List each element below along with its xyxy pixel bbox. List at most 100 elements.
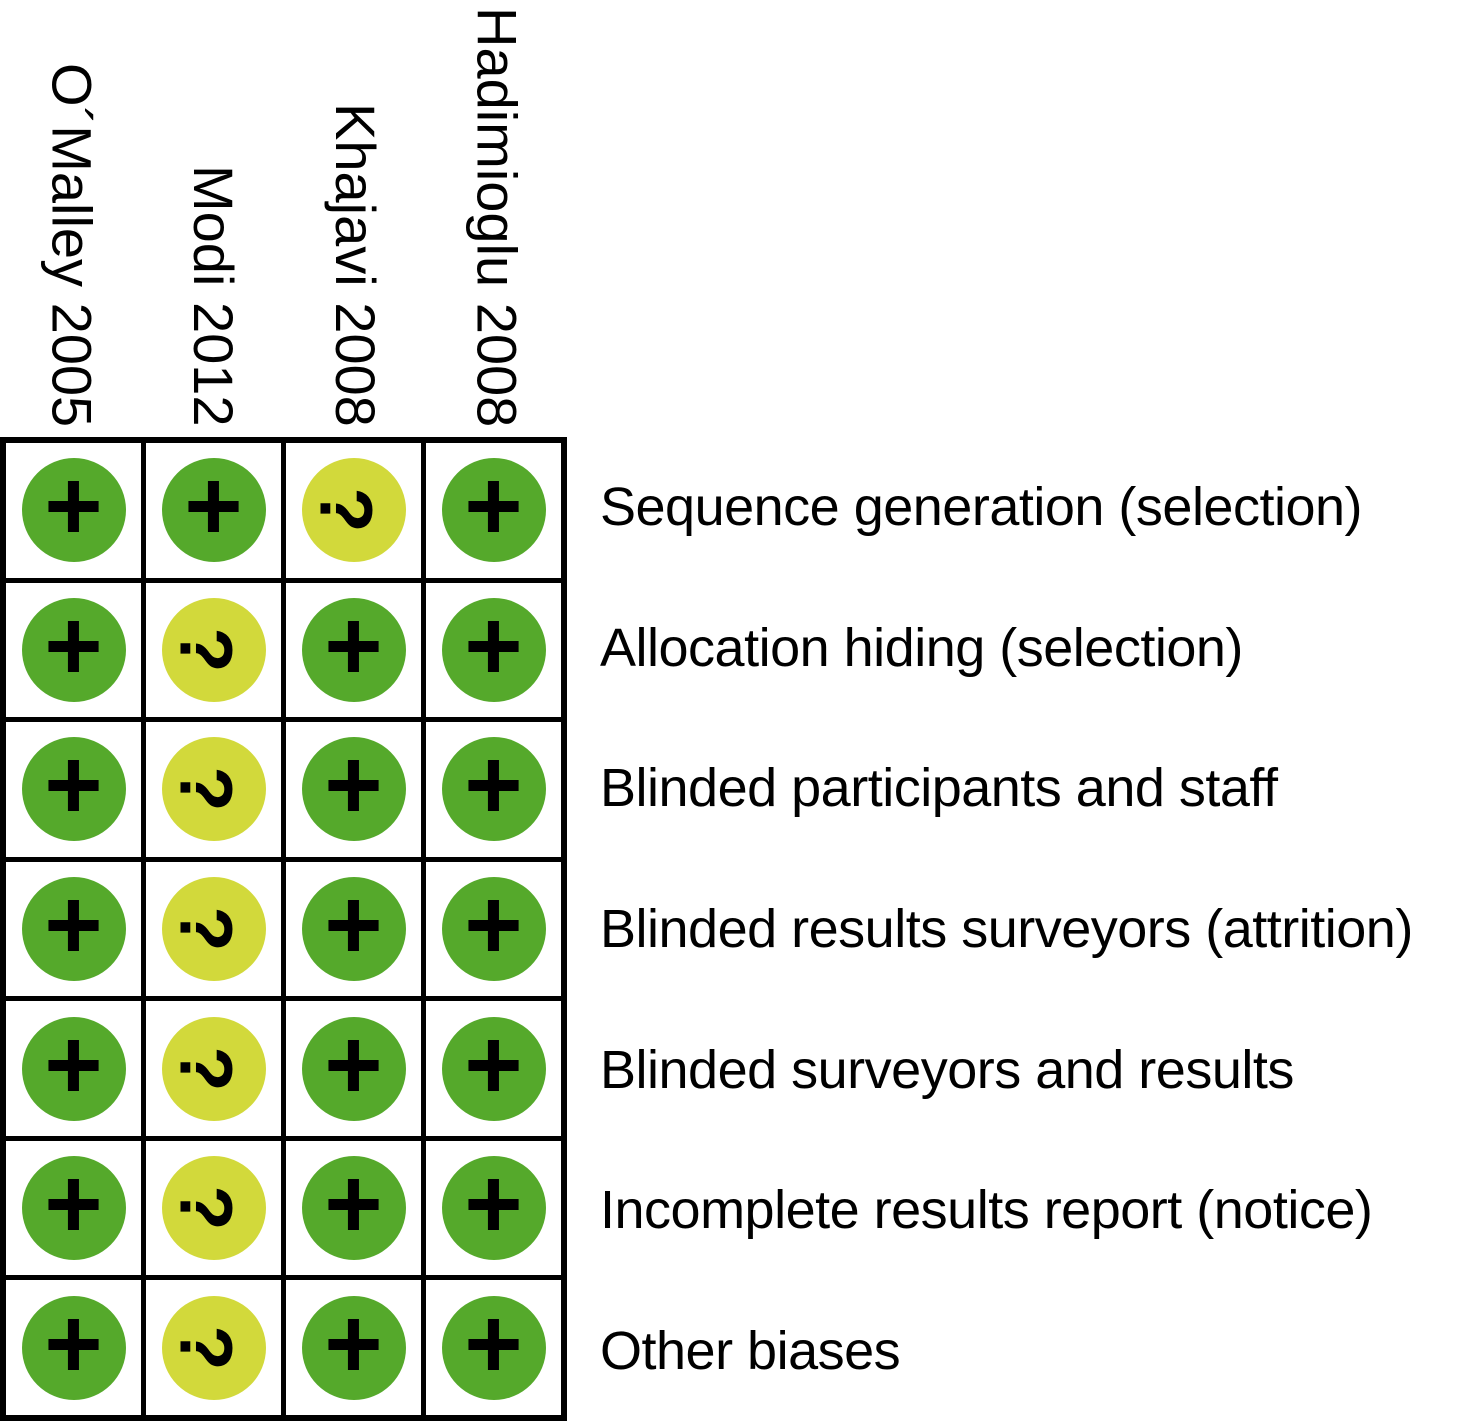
plus-icon: + bbox=[324, 729, 383, 842]
low-risk-circle: + bbox=[21, 1148, 126, 1261]
low-risk-circle: + bbox=[301, 1008, 406, 1121]
plus-icon: + bbox=[44, 868, 103, 981]
rob-cell-r4c3: + bbox=[286, 861, 421, 997]
low-risk-circle: + bbox=[21, 589, 126, 702]
low-risk-circle: + bbox=[21, 1008, 126, 1121]
low-risk-circle: + bbox=[21, 1287, 126, 1400]
rob-cell-r6c2: ? bbox=[146, 1140, 281, 1276]
low-risk-circle: + bbox=[441, 589, 546, 702]
low-risk-circle: + bbox=[21, 450, 126, 563]
low-risk-circle: + bbox=[441, 868, 546, 981]
rob-cell-r5c1: + bbox=[6, 1001, 141, 1136]
low-risk-circle: + bbox=[21, 868, 126, 981]
low-risk-circle: + bbox=[441, 450, 546, 563]
study-headers: O´Malley 2005 Modi 2012 Khajavi 2008 Hadimi… bbox=[0, 0, 567, 437]
rob-cell-r3c1: + bbox=[6, 722, 141, 857]
question-icon: ? bbox=[164, 627, 248, 673]
question-icon: ? bbox=[164, 766, 248, 813]
rob-cell-r2c1: + bbox=[6, 582, 141, 718]
rob-cell-r2c4: + bbox=[426, 582, 561, 718]
question-icon: ? bbox=[164, 1045, 248, 1092]
plus-icon: + bbox=[464, 868, 523, 981]
rob-cell-r2c3: + bbox=[286, 582, 421, 718]
unclear-risk-circle: ? bbox=[161, 1156, 266, 1261]
plus-icon: + bbox=[324, 1148, 383, 1261]
study-label: Modi 2012 bbox=[182, 165, 246, 427]
rob-cell-r1c3: ? bbox=[286, 443, 421, 578]
plus-icon: + bbox=[44, 1148, 103, 1261]
rob-cell-r2c2: ? bbox=[146, 582, 281, 718]
study-label: Hadimioglu 2008 bbox=[465, 6, 529, 427]
rob-cell-r6c4: + bbox=[426, 1140, 561, 1276]
plus-icon: + bbox=[44, 1008, 103, 1121]
low-risk-circle: + bbox=[441, 1287, 546, 1400]
question-icon: ? bbox=[164, 1185, 248, 1231]
rob-grid: + +? + +? + + +? + + +? + + +? + + +? + + +? + + bbox=[0, 437, 567, 1421]
domain-labels: Sequence generation (selection) Allocatio… bbox=[600, 437, 1458, 1421]
plus-icon: + bbox=[324, 1008, 383, 1121]
rob-cell-r1c2: + bbox=[146, 443, 281, 578]
domain-label-row4: Blinded results surveyors (attrition) bbox=[600, 899, 1413, 960]
rob-cell-r6c1: + bbox=[6, 1140, 141, 1276]
unclear-risk-circle: ? bbox=[161, 597, 266, 702]
domain-label-row7: Other biases bbox=[600, 1320, 901, 1381]
study-header-col2: Modi 2012 bbox=[142, 0, 284, 437]
rob-cell-r7c2: ? bbox=[146, 1280, 281, 1415]
rob-cell-r1c1: + bbox=[6, 443, 141, 578]
study-label: O´Malley 2005 bbox=[40, 62, 104, 427]
study-header-col1: O´Malley 2005 bbox=[0, 0, 142, 437]
low-risk-circle: + bbox=[441, 1148, 546, 1261]
question-icon: ? bbox=[164, 906, 248, 952]
study-header-col4: Hadimioglu 2008 bbox=[425, 0, 567, 437]
low-risk-circle: + bbox=[301, 729, 406, 842]
plus-icon: + bbox=[464, 1008, 523, 1121]
low-risk-circle: + bbox=[301, 589, 406, 702]
rob-cell-r7c1: + bbox=[6, 1280, 141, 1415]
rob-cell-r4c1: + bbox=[6, 861, 141, 997]
plus-icon: + bbox=[464, 450, 523, 563]
rob-cell-r3c2: ? bbox=[146, 722, 281, 857]
plus-icon: + bbox=[464, 1148, 523, 1261]
plus-icon: + bbox=[464, 589, 523, 702]
rob-cell-r1c4: + bbox=[426, 443, 561, 578]
low-risk-circle: + bbox=[301, 868, 406, 981]
plus-icon: + bbox=[44, 450, 103, 563]
low-risk-circle: + bbox=[301, 1287, 406, 1400]
unclear-risk-circle: ? bbox=[161, 1295, 266, 1400]
rob-cell-r5c2: ? bbox=[146, 1001, 281, 1136]
rob-cell-r3c4: + bbox=[426, 722, 561, 857]
domain-label-row1: Sequence generation (selection) bbox=[600, 477, 1363, 538]
plus-icon: + bbox=[44, 589, 103, 702]
study-header-col3: Khajavi 2008 bbox=[284, 0, 426, 437]
domain-label-row5: Blinded surveyors and results bbox=[600, 1039, 1294, 1100]
unclear-risk-circle: ? bbox=[301, 458, 406, 563]
low-risk-circle: + bbox=[441, 1008, 546, 1121]
plus-icon: + bbox=[324, 589, 383, 702]
domain-label-row3: Blinded participants and staff bbox=[600, 758, 1278, 819]
rob-cell-r6c3: + bbox=[286, 1140, 421, 1276]
unclear-risk-circle: ? bbox=[161, 876, 266, 981]
plus-icon: + bbox=[464, 729, 523, 842]
low-risk-circle: + bbox=[21, 729, 126, 842]
rob-cell-r7c4: + bbox=[426, 1280, 561, 1415]
plus-icon: + bbox=[324, 1287, 383, 1400]
low-risk-circle: + bbox=[161, 450, 266, 563]
plus-icon: + bbox=[324, 868, 383, 981]
rob-cell-r5c4: + bbox=[426, 1001, 561, 1136]
rob-cell-r4c2: ? bbox=[146, 861, 281, 997]
question-icon: ? bbox=[304, 487, 388, 533]
plus-icon: + bbox=[44, 729, 103, 842]
rob-cell-r4c4: + bbox=[426, 861, 561, 997]
unclear-risk-circle: ? bbox=[161, 1016, 266, 1121]
plus-icon: + bbox=[464, 1287, 523, 1400]
plus-icon: + bbox=[44, 1287, 103, 1400]
rob-cell-r3c3: + bbox=[286, 722, 421, 857]
rob-cell-r7c3: + bbox=[286, 1280, 421, 1415]
plus-icon: + bbox=[184, 450, 243, 563]
question-icon: ? bbox=[164, 1325, 248, 1371]
unclear-risk-circle: ? bbox=[161, 737, 266, 842]
low-risk-circle: + bbox=[301, 1148, 406, 1261]
study-label: Khajavi 2008 bbox=[323, 103, 387, 427]
domain-label-row6: Incomplete results report (notice) bbox=[600, 1180, 1373, 1241]
